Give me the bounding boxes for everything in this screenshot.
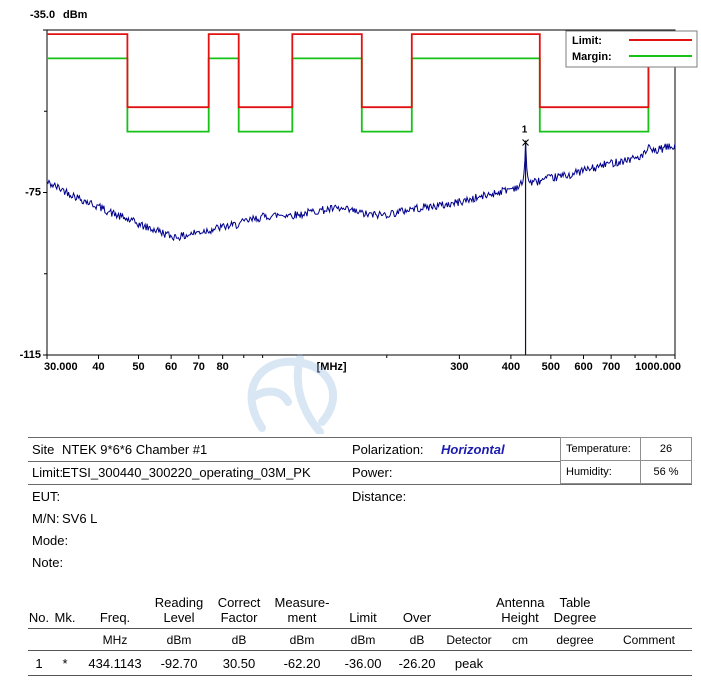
col-limit: Limit <box>334 588 392 629</box>
unit-degree: degree <box>544 628 606 651</box>
limit-value: ETSI_300440_300220_operating_03M_PK <box>62 465 311 480</box>
unit-correct: dB <box>208 628 270 651</box>
col-mk: Mk. <box>50 588 80 629</box>
col-table-degree: Table Degree <box>544 588 606 629</box>
col-detector <box>442 588 496 629</box>
col-over: Over <box>392 588 442 629</box>
distance-label: Distance: <box>352 489 407 504</box>
x-tick-label: 400 <box>502 361 520 373</box>
col-comment <box>606 588 692 629</box>
watermark <box>247 354 338 434</box>
table-row: 1 * 434.1143 -92.70 30.50 -62.20 -36.00 … <box>28 650 692 676</box>
x-tick-label: 500 <box>542 361 560 373</box>
mn-label: M/N: <box>32 511 60 526</box>
x-tick-label: 70 <box>193 361 205 373</box>
x-tick-label: 40 <box>92 361 104 373</box>
marker-number: 1 <box>522 125 528 136</box>
legend-label: Margin: <box>572 51 612 63</box>
cell-correct: 30.50 <box>208 650 270 676</box>
unit-antenna: cm <box>496 628 544 651</box>
temperature-label: Temperature: <box>561 438 641 461</box>
y-tick-label: -75 <box>25 187 41 199</box>
divider <box>28 484 692 485</box>
cell-measurement: -62.20 <box>270 650 334 676</box>
x-tick-label: 600 <box>574 361 592 373</box>
limit-line <box>47 33 675 109</box>
legend-label: Limit: <box>572 35 602 47</box>
margin-line <box>47 57 675 133</box>
polarization-label: Polarization: <box>352 442 424 457</box>
unit-comment: Comment <box>606 628 692 651</box>
mn-value: SV6 L <box>62 511 98 526</box>
polarization-value: Horizontal <box>441 442 505 457</box>
table-units-row: MHz dBm dB dBm dBm dB Detector cm degree… <box>28 628 692 651</box>
col-no: No. <box>28 588 50 629</box>
y-axis-top-label: -35.0 <box>30 9 55 21</box>
x-axis-unit: [MHz] <box>317 361 347 373</box>
unit-freq: MHz <box>80 628 150 651</box>
mode-label: Mode: <box>32 533 69 548</box>
unit-mk <box>50 628 80 651</box>
site-value: NTEK 9*6*6 Chamber #1 <box>62 442 208 457</box>
spectrum-chart: 30.000 40 50 60 70 80 300 400 500 600 700 1000.000 [… <box>20 9 698 434</box>
x-tick-label: 300 <box>450 361 468 373</box>
cell-freq: 434.1143 <box>80 650 150 676</box>
cell-detector: peak <box>442 650 496 676</box>
note-label: Note: <box>32 555 64 570</box>
eut-label: EUT: <box>32 489 61 504</box>
cell-degree <box>544 650 606 676</box>
humidity-label: Humidity: <box>561 460 641 483</box>
table-header-row: No. Mk. Freq. Reading Level Correct Factor… <box>28 588 692 629</box>
col-measurement: Measure-ment <box>270 588 334 629</box>
cell-comment <box>606 650 692 676</box>
col-antenna-height: Antenna Height <box>496 588 544 629</box>
col-freq: Freq. <box>80 588 150 629</box>
trace-line <box>46 140 676 242</box>
power-label: Power: <box>352 465 393 480</box>
cell-antenna <box>496 650 544 676</box>
temperature-value: 26 <box>641 438 691 461</box>
col-reading-level: Reading Level <box>150 588 208 629</box>
unit-limit: dBm <box>334 628 392 651</box>
cell-no: 1 <box>28 650 50 676</box>
marker-x-icon <box>522 139 529 146</box>
site-label: Site <box>32 442 55 457</box>
environment-box: Temperature: 26 Humidity: 56 % <box>560 437 692 484</box>
unit-over: dB <box>392 628 442 651</box>
col-correct-factor: Correct Factor <box>208 588 270 629</box>
x-tick-label: 1000.000 <box>635 361 681 373</box>
y-tick-label: -115 <box>20 349 41 361</box>
cell-reading: -92.70 <box>150 650 208 676</box>
cell-over: -26.20 <box>392 650 442 676</box>
x-tick-label: 60 <box>165 361 177 373</box>
cell-limit: -36.00 <box>334 650 392 676</box>
unit-detector: Detector <box>442 628 496 651</box>
limit-label: Limit: <box>32 465 64 480</box>
cell-mk: * <box>50 650 80 676</box>
x-tick-label: 80 <box>217 361 229 373</box>
unit-measurement: dBm <box>270 628 334 651</box>
divider <box>28 461 692 462</box>
y-axis-unit: dBm <box>63 9 88 21</box>
x-tick-label: 700 <box>602 361 620 373</box>
legend-box <box>565 30 698 68</box>
unit-no <box>28 628 50 651</box>
measurement-table: No. Mk. Freq. Reading Level Correct Factor… <box>28 588 692 676</box>
divider <box>28 437 692 438</box>
x-tick-label: 50 <box>132 361 144 373</box>
humidity-value: 56 % <box>653 465 679 478</box>
unit-reading: dBm <box>150 628 208 651</box>
x-tick-label: 30.000 <box>44 361 78 373</box>
